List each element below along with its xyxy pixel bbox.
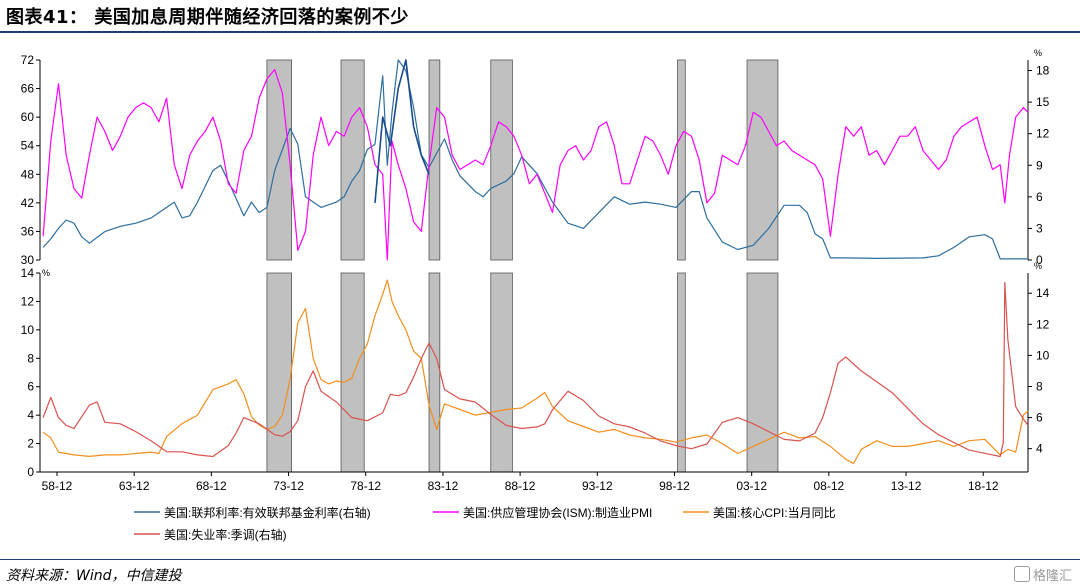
left-unit-label: %	[42, 268, 50, 278]
right-unit-label: %	[1034, 261, 1042, 271]
left-tick-label: 36	[21, 224, 35, 238]
recession-band	[490, 59, 513, 261]
right-tick-label: 8	[1036, 379, 1043, 393]
recession-band	[746, 59, 779, 261]
x-tick-label: 83-12	[428, 479, 459, 493]
right-tick-label: 14	[1036, 286, 1050, 300]
recession-band	[340, 59, 365, 261]
left-tick-label: 12	[21, 294, 35, 308]
x-tick-label: 63-12	[119, 479, 150, 493]
x-tick-label: 13-12	[891, 479, 922, 493]
recession-band	[746, 272, 779, 473]
left-tick-label: 4	[27, 408, 34, 422]
series-line	[42, 59, 1028, 260]
recession-band	[490, 272, 513, 473]
watermark-logo-icon	[1013, 566, 1030, 582]
right-tick-label: 6	[1036, 411, 1043, 425]
right-tick-label: 0	[1036, 253, 1043, 267]
watermark: 格隆汇	[1013, 565, 1072, 584]
x-tick-label: 08-12	[814, 479, 845, 493]
series-line	[374, 59, 430, 203]
left-tick-label: 6	[27, 380, 34, 394]
bottom-rule	[0, 559, 1080, 560]
series-line	[42, 279, 1029, 465]
figure-title: 图表41： 美国加息周期伴随经济回落的案例不少	[6, 7, 409, 28]
legend-label: 美国:供应管理协会(ISM):制造业PMI	[463, 505, 652, 520]
watermark-text: 格隆汇	[1032, 569, 1072, 584]
x-tick-label: 03-12	[736, 479, 767, 493]
left-tick-label: 8	[27, 351, 34, 365]
recession-band	[266, 59, 293, 261]
x-tick-label: 88-12	[505, 479, 536, 493]
right-tick-label: 9	[1036, 158, 1043, 172]
right-tick-label: 15	[1036, 95, 1050, 109]
left-tick-label: 66	[21, 82, 35, 96]
chart-area: 30364248546066720369121518%0246810121446…	[21, 48, 1050, 542]
left-tick-label: 2	[27, 437, 34, 451]
recession-band	[266, 272, 293, 473]
series-line	[42, 281, 1029, 458]
right-unit-label: %	[1034, 48, 1042, 58]
right-tick-label: 4	[1036, 442, 1043, 456]
recession-band	[677, 272, 686, 473]
x-tick-label: 73-12	[273, 479, 304, 493]
right-tick-label: 10	[1036, 348, 1050, 362]
recession-band	[428, 272, 441, 473]
legend-label: 美国:联邦利率:有效联邦基金利率(右轴)	[164, 505, 371, 520]
left-tick-label: 42	[21, 196, 35, 210]
right-tick-label: 6	[1036, 190, 1043, 204]
x-tick-label: 58-12	[42, 479, 73, 493]
left-tick-label: 72	[21, 53, 35, 67]
left-tick-label: 60	[21, 110, 35, 124]
left-tick-label: 30	[21, 253, 35, 267]
left-tick-label: 14	[21, 266, 35, 280]
right-tick-label: 3	[1036, 221, 1043, 235]
recession-band	[677, 59, 686, 261]
left-tick-label: 48	[21, 167, 35, 181]
x-tick-label: 93-12	[582, 479, 613, 493]
left-tick-label: 10	[21, 323, 35, 337]
right-tick-label: 18	[1036, 64, 1050, 78]
x-tick-label: 78-12	[350, 479, 381, 493]
title-bar: 图表41： 美国加息周期伴随经济回落的案例不少	[0, 0, 1080, 30]
right-tick-label: 12	[1036, 317, 1050, 331]
x-tick-label: 98-12	[659, 479, 690, 493]
right-tick-label: 12	[1036, 127, 1050, 141]
left-tick-label: 54	[21, 139, 35, 153]
source-note: 资料来源：Wind，中信建投	[6, 568, 182, 584]
series-line	[42, 68, 1029, 261]
x-tick-label: 68-12	[196, 479, 227, 493]
recession-band	[428, 59, 441, 261]
legend-label: 美国:核心CPI:当月同比	[713, 506, 836, 520]
left-tick-label: 0	[27, 465, 34, 479]
x-tick-label: 18-12	[968, 479, 999, 493]
recession-band	[340, 272, 365, 473]
legend-label: 美国:失业率:季调(右轴)	[164, 527, 287, 542]
title-rule	[0, 31, 1080, 33]
